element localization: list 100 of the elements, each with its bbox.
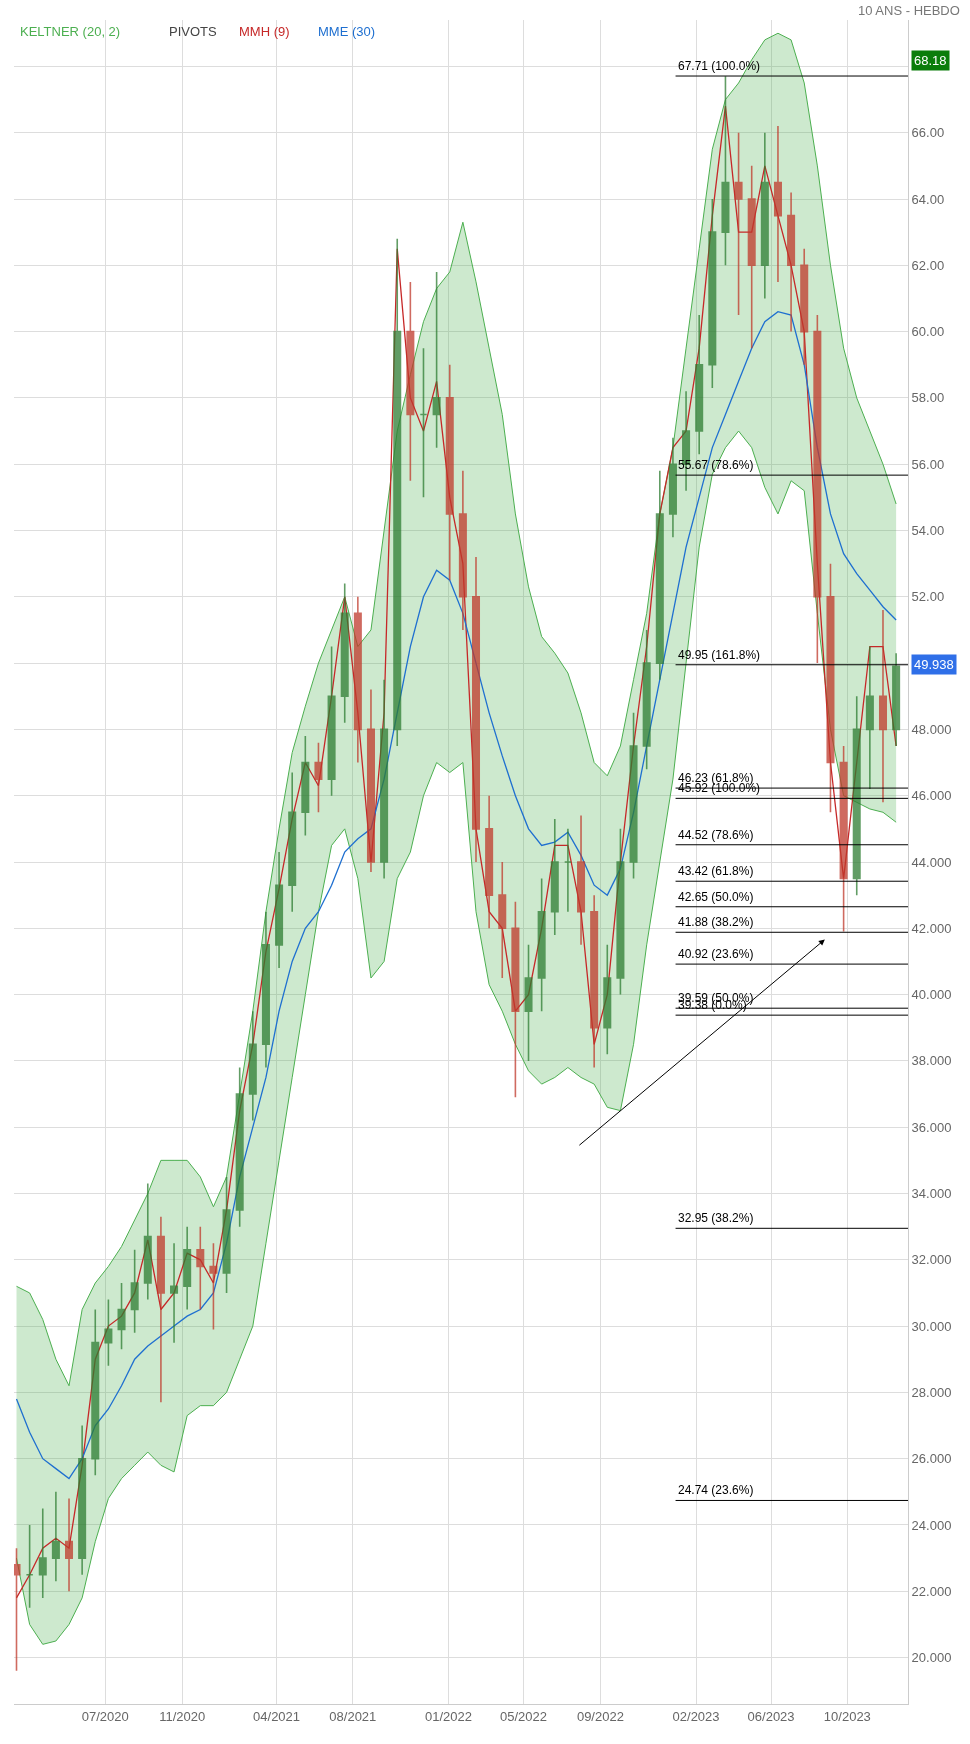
y-tick-label: 60.00 [911,324,945,340]
candlestick [275,851,284,969]
x-tick-label: 10/2023 [823,1708,871,1724]
candlestick [498,861,507,979]
candlestick [25,1524,34,1609]
candlestick [301,735,310,837]
candlestick [747,165,756,349]
text: MME (30) [318,24,376,39]
chart-subtitle: 10 ANS - HEBDO [858,3,960,18]
candlestick [839,745,848,933]
text: 49.938 [914,657,954,672]
candlestick [668,436,677,538]
candlestick [366,688,375,873]
candlestick [78,1424,87,1576]
candlestick [222,1176,231,1294]
text: MMH (9) [239,24,290,39]
candlestick [695,314,704,456]
candlestick [826,562,835,814]
candlestick [288,771,297,913]
y-tick-label: 26.000 [911,1451,952,1467]
candlestick [642,629,651,770]
candlestick [14,1547,21,1672]
y-tick-label: 32.000 [911,1252,952,1268]
line-series [16,430,897,1645]
candlestick [603,944,612,1056]
candlestick [393,237,402,747]
x-tick-label: 09/2022 [576,1708,624,1724]
y-tick-label: 48.000 [911,721,952,737]
y-tick-label: 46.000 [911,788,952,804]
y-tick-label: 34.000 [911,1186,952,1202]
candlestick [445,363,454,582]
y-tick-label: 40.000 [911,987,952,1003]
ref-line-label: 41.88 (38.2%) [678,915,754,929]
x-tick-label: 11/2020 [159,1708,206,1724]
x-tick-label: 04/2021 [253,1708,301,1724]
candlestick [813,314,822,664]
y-tick-label: 62.00 [911,257,945,273]
candlestick [773,125,782,283]
ref-line-label: 32.95 (38.2%) [678,1211,754,1225]
ref-line-label: 44.52 (78.6%) [678,828,754,842]
candlestick [170,1242,179,1344]
y-tick-label: 28.000 [911,1384,952,1400]
candlestick [117,1282,126,1351]
y-tick-label: 52.00 [911,589,945,605]
candlestick [380,678,389,880]
ref-line-label: 42.65 (50.0%) [678,890,754,904]
candlestick [485,794,494,930]
candlestick [340,582,349,724]
candlestick [183,1225,192,1311]
x-tick-label: 02/2023 [672,1708,720,1724]
ref-line-label: 49.95 (161.8%) [678,648,761,662]
y-tick-label: 24.000 [911,1517,952,1533]
candlestick [878,609,888,804]
candlestick [261,910,270,1069]
y-tick-label: 54.00 [911,523,945,539]
candlestick [143,1182,152,1301]
x-tick-label: 07/2020 [81,1708,129,1724]
candlestick [104,1298,113,1367]
candlestick [629,712,638,880]
x-tick-label: 08/2021 [329,1708,377,1724]
candlestick [327,645,336,797]
x-tick-label: 01/2022 [425,1708,472,1724]
candlestick [196,1225,205,1311]
annotation: PIVOTS [169,24,218,39]
candlestick [209,1242,218,1331]
candlestick [51,1491,60,1583]
candlestick [760,131,769,300]
candlestick [655,470,664,681]
y-tick-label: 44.000 [911,854,952,870]
candlestick [892,652,901,747]
candlestick [65,1497,74,1593]
candlestick [314,741,323,814]
candlestick [419,347,428,499]
y-tick-label: 56.00 [911,456,945,472]
candlestick [432,271,441,449]
candlestick [865,645,874,790]
candlestick [787,191,796,333]
candlestick [235,1066,244,1228]
y-tick-label: 38.000 [911,1053,952,1069]
candlestick [721,75,730,267]
candlestick [471,556,481,863]
candlestick [156,1215,165,1404]
candlestick [563,828,572,913]
candlestick [511,900,520,1099]
y-tick-label: 66.00 [911,125,945,141]
candlestick [590,894,599,1069]
candlestick [91,1308,100,1477]
candlestick [852,695,861,896]
y-tick-label: 42.000 [911,920,952,936]
ref-line-label: 55.67 (78.6%) [678,458,754,472]
y-tick-label: 22.000 [911,1583,952,1599]
candlestick [800,247,809,366]
ref-line-label: 24.74 (23.6%) [678,1483,754,1497]
text: KELTNER (20, 2) [20,24,121,39]
candlestick [577,814,586,946]
y-tick-label: 20.000 [911,1650,952,1666]
y-tick-label: 64.00 [911,191,945,207]
ref-line-label: 43.42 (61.8%) [678,864,754,878]
candlestick [38,1507,47,1599]
candlestick [406,281,415,482]
